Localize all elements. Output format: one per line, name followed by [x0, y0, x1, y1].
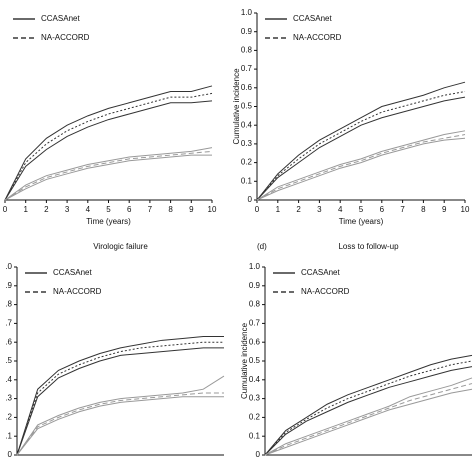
x-tick-label: 1: [276, 205, 281, 214]
y-tick-label: 0.3: [241, 139, 253, 148]
x-tick-label: 0: [255, 205, 260, 214]
y-tick-label: 0.1: [249, 431, 261, 440]
ci-lower: [4, 100, 213, 201]
y-tick-label: 0.8: [249, 300, 261, 309]
ci-lower: [256, 96, 466, 201]
y-axis-label: Cumulative incidence: [232, 68, 241, 145]
ci-upper: [16, 336, 224, 456]
x-tick-label: 5: [106, 205, 111, 214]
y-tick-label: 0.2: [241, 158, 253, 167]
y-tick-label: 1.0: [249, 262, 261, 271]
y-tick-label: 0: [8, 450, 13, 459]
y-tick-label: 0.6: [241, 83, 253, 92]
y-tick-label: 0.2: [249, 413, 261, 422]
x-tick-label: 2: [296, 205, 301, 214]
x-tick-label: 10: [208, 205, 217, 214]
y-axis-label: Cumulative incidence: [240, 322, 249, 399]
ci-upper: [264, 377, 473, 456]
y-tick-label: .9: [5, 281, 12, 290]
x-tick-label: 3: [317, 205, 322, 214]
y-tick-label: 0.6: [249, 337, 261, 346]
x-tick-label: 9: [442, 205, 447, 214]
x-tick-label: 8: [168, 205, 173, 214]
ci-upper: [264, 354, 473, 456]
y-tick-label: 0.4: [249, 375, 261, 384]
panel-label: (d): [257, 242, 267, 251]
x-tick-label: 3: [65, 205, 70, 214]
estimate-line: [264, 383, 473, 456]
ci-lower: [256, 137, 466, 201]
estimate-line: [4, 92, 213, 201]
y-tick-label: .6: [5, 337, 12, 346]
y-tick-label: .2: [5, 413, 12, 422]
legend-label: CCASAnet: [301, 268, 340, 277]
x-tick-label: 6: [127, 205, 132, 214]
x-tick-label: 9: [189, 205, 194, 214]
y-tick-label: 0.1: [241, 176, 253, 185]
ci-lower: [16, 396, 224, 456]
y-tick-label: 0.5: [249, 356, 261, 365]
x-tick-label: 8: [421, 205, 426, 214]
ci-lower: [264, 388, 473, 456]
estimate-line: [256, 91, 466, 201]
y-tick-label: 0: [248, 195, 253, 204]
legend-label: CCASAnet: [293, 14, 332, 23]
estimate-line: [264, 360, 473, 456]
y-tick-label: 0.8: [241, 46, 253, 55]
x-tick-label: 1: [23, 205, 28, 214]
estimate-line: [4, 150, 213, 201]
legend-label: NA-ACCORD: [53, 287, 102, 296]
ci-upper: [4, 147, 213, 201]
legend-label: NA-ACCORD: [293, 33, 342, 42]
x-tick-label: 7: [148, 205, 153, 214]
ci-lower: [4, 154, 212, 201]
y-tick-label: 0.5: [241, 102, 253, 111]
x-axis-label: Time (years): [339, 217, 384, 226]
ci-upper: [256, 130, 466, 201]
y-tick-label: 0.7: [249, 319, 261, 328]
ci-upper: [256, 81, 466, 201]
y-tick-label: .3: [5, 394, 12, 403]
legend-label: NA-ACCORD: [301, 287, 350, 296]
legend-label: CCASAnet: [41, 14, 80, 23]
estimate-line: [16, 341, 224, 456]
y-tick-label: 0: [256, 450, 261, 459]
y-tick-label: .1: [5, 431, 12, 440]
x-axis-label: Time (years): [86, 217, 131, 226]
y-tick-label: 0.3: [249, 394, 261, 403]
legend-label: NA-ACCORD: [41, 33, 90, 42]
y-tick-label: 0.7: [241, 64, 253, 73]
x-tick-label: 4: [86, 205, 91, 214]
y-tick-label: 0.9: [241, 27, 253, 36]
x-tick-label: 2: [44, 205, 49, 214]
panel-title: Loss to follow-up: [338, 242, 399, 251]
ci-lower: [16, 347, 224, 456]
y-tick-label: .8: [5, 300, 12, 309]
y-tick-label: .5: [5, 356, 12, 365]
x-tick-label: 10: [461, 205, 470, 214]
ci-lower: [264, 366, 473, 456]
y-tick-label: 1.0: [241, 8, 253, 17]
estimate-line: [16, 392, 224, 456]
y-tick-label: 0.9: [249, 281, 261, 290]
y-tick-label: .0: [5, 262, 12, 271]
panel-title: Virologic failure: [93, 242, 148, 251]
x-tick-label: 5: [359, 205, 364, 214]
x-tick-label: 4: [338, 205, 343, 214]
y-tick-label: .7: [5, 319, 12, 328]
x-tick-label: 7: [400, 205, 405, 214]
y-tick-label: .4: [5, 375, 12, 384]
x-tick-label: 6: [380, 205, 385, 214]
ci-upper: [16, 375, 225, 456]
legend-label: CCASAnet: [53, 268, 92, 277]
ci-upper: [4, 85, 213, 201]
x-tick-label: 0: [3, 205, 8, 214]
y-tick-label: 0.4: [241, 120, 253, 129]
